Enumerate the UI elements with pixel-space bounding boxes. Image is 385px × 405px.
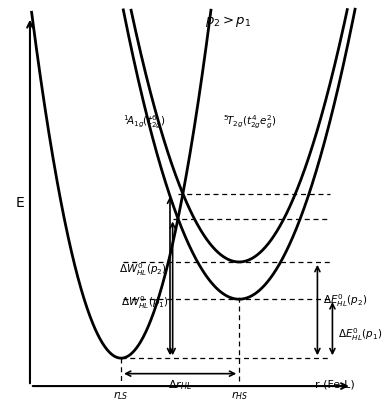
Text: $\Delta E_{HL}^0(p_1)$: $\Delta E_{HL}^0(p_1)$ bbox=[338, 326, 382, 343]
Text: $\Delta r_{HL}$: $\Delta r_{HL}$ bbox=[168, 378, 192, 392]
Text: E: E bbox=[16, 196, 25, 210]
Text: $^5\!T_{2g}(t_{2g}^4 e_g^2)$: $^5\!T_{2g}(t_{2g}^4 e_g^2)$ bbox=[223, 114, 277, 131]
Text: $\Delta W_{HL}^0(p_1)$: $\Delta W_{HL}^0(p_1)$ bbox=[121, 294, 169, 311]
Text: $\Delta W_{HL}^0(p_2)$: $\Delta W_{HL}^0(p_2)$ bbox=[119, 261, 166, 278]
Text: $p_2 > p_1$: $p_2 > p_1$ bbox=[205, 14, 251, 29]
Text: $\Delta E_{HL}^0(p_2)$: $\Delta E_{HL}^0(p_2)$ bbox=[323, 292, 367, 309]
Text: $r_{LS}$: $r_{LS}$ bbox=[113, 389, 129, 402]
Text: $r_{HS}$: $r_{HS}$ bbox=[231, 389, 248, 402]
Text: $^1\!A_{1g}(t_{2g}^6)$: $^1\!A_{1g}(t_{2g}^6)$ bbox=[123, 114, 166, 131]
Text: r (Fe-L): r (Fe-L) bbox=[315, 379, 355, 390]
